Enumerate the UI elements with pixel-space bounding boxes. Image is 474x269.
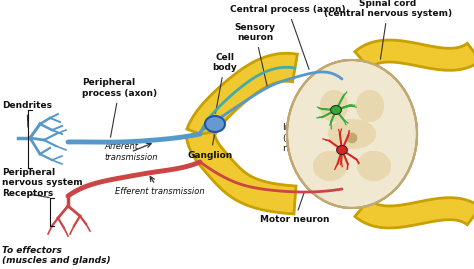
Ellipse shape (347, 133, 356, 143)
Text: Receptors: Receptors (2, 189, 53, 199)
Ellipse shape (205, 116, 225, 132)
Ellipse shape (347, 133, 356, 143)
Text: Ganglion: Ganglion (188, 135, 233, 160)
Ellipse shape (337, 146, 347, 154)
Ellipse shape (287, 60, 417, 208)
Text: Spinal cord
(central nervous system): Spinal cord (central nervous system) (324, 0, 452, 59)
Ellipse shape (328, 119, 376, 149)
Ellipse shape (356, 90, 384, 122)
Text: Sensory
neuron: Sensory neuron (235, 23, 275, 87)
Polygon shape (355, 40, 474, 70)
Text: To effectors
(muscles and glands): To effectors (muscles and glands) (2, 246, 110, 266)
Polygon shape (187, 53, 297, 139)
Text: Peripheral
nervous system: Peripheral nervous system (2, 168, 82, 187)
Text: Central process (axon): Central process (axon) (230, 5, 346, 69)
Text: Peripheral
process (axon): Peripheral process (axon) (82, 78, 157, 137)
Ellipse shape (320, 90, 348, 122)
Ellipse shape (357, 151, 391, 181)
Polygon shape (355, 198, 474, 228)
Ellipse shape (356, 90, 384, 122)
Ellipse shape (287, 60, 417, 208)
Text: Motor neuron: Motor neuron (260, 193, 329, 225)
Ellipse shape (313, 151, 347, 181)
Ellipse shape (313, 151, 347, 181)
Text: Interneuron
(association
neuron): Interneuron (association neuron) (282, 123, 342, 153)
Ellipse shape (328, 119, 376, 149)
Text: Dendrites: Dendrites (2, 101, 52, 127)
Text: Efferent transmission: Efferent transmission (115, 176, 205, 196)
Text: Afferent
transmission: Afferent transmission (104, 142, 157, 162)
Text: Cell
body: Cell body (213, 53, 237, 113)
Ellipse shape (357, 151, 391, 181)
Ellipse shape (320, 90, 348, 122)
Ellipse shape (330, 105, 341, 115)
Polygon shape (186, 132, 296, 214)
